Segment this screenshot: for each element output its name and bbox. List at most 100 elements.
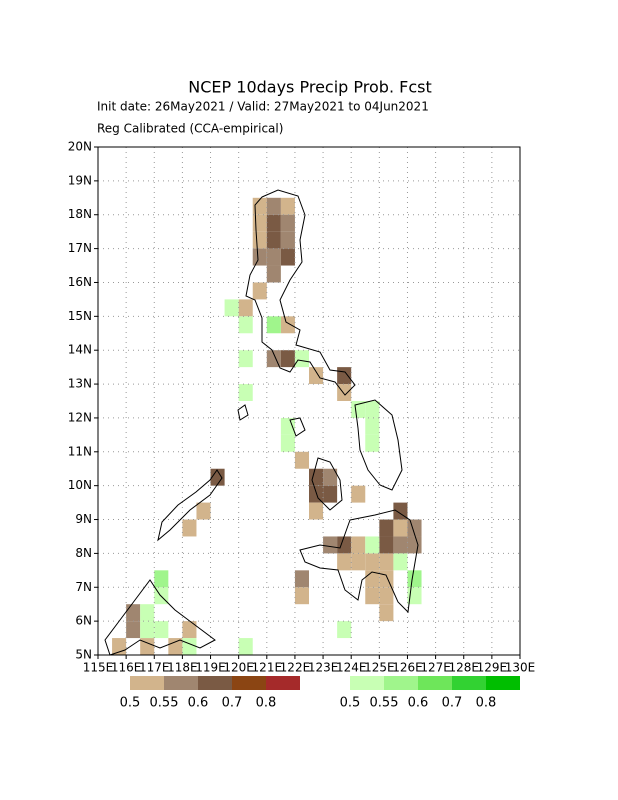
legend-label: 0.5 [120, 696, 141, 711]
dry-cell [393, 536, 408, 554]
legend-swatch [486, 676, 520, 690]
dry-cell [266, 248, 281, 266]
dry-cell [294, 587, 309, 605]
dry-cell [182, 519, 197, 537]
dry-cell [126, 604, 141, 622]
legend-swatch [384, 676, 418, 690]
legend-label: 0.6 [408, 696, 429, 711]
wet-cell [337, 621, 352, 639]
dry-cell [309, 485, 324, 503]
legend-swatch [164, 676, 198, 690]
legend-label: 0.8 [256, 696, 277, 711]
x-tick-label: 126E [392, 661, 423, 675]
x-tick-label: 130E [505, 661, 536, 675]
y-tick-label: 10N [68, 478, 92, 492]
wet-cell [294, 350, 309, 368]
chart-subtitle: Init date: 26May2021 / Valid: 27May2021 … [97, 100, 429, 114]
wet-cell [407, 570, 422, 588]
legend-label: 0.7 [442, 696, 463, 711]
y-tick-label: 15N [68, 309, 92, 323]
x-tick-label: 120E [223, 661, 254, 675]
y-tick-label: 13N [68, 377, 92, 391]
wet-cell [365, 434, 380, 452]
y-tick-label: 12N [68, 410, 92, 424]
y-tick-label: 16N [68, 275, 92, 289]
coastline [104, 189, 419, 656]
y-tick-label: 17N [68, 241, 92, 255]
dry-cell [309, 468, 324, 486]
y-tick-label: 14N [68, 343, 92, 357]
x-tick-label: 119E [195, 661, 226, 675]
dry-cell [337, 367, 352, 385]
wet-cell [365, 536, 380, 554]
legend-swatch [198, 676, 232, 690]
dry-cell [252, 197, 267, 215]
dry-cell [294, 451, 309, 469]
dry-cell [252, 214, 267, 232]
wet-cell [280, 417, 295, 435]
axes: 115E116E117E118E119E120E121E122E123E124E… [68, 140, 536, 675]
y-tick-label: 7N [75, 580, 92, 594]
dry-cell [337, 536, 352, 554]
wet-cell [280, 434, 295, 452]
x-tick-label: 127E [420, 661, 451, 675]
y-tick-label: 9N [75, 512, 92, 526]
dry-cell [309, 502, 324, 520]
legend-label: 0.8 [476, 696, 497, 711]
dry-cell [365, 553, 380, 571]
dry-cell [266, 265, 281, 283]
dry-cell [323, 485, 338, 503]
wet-cell [238, 316, 253, 334]
dry-cell [323, 468, 338, 486]
dry-cell [294, 570, 309, 588]
dry-cell [337, 384, 352, 401]
wet-cell [154, 621, 169, 639]
wet-cell [266, 316, 281, 334]
dry-cell [280, 248, 295, 266]
x-tick-label: 128E [448, 661, 479, 675]
dry-cell [379, 553, 394, 571]
dry-cell [266, 214, 281, 232]
legend-swatch [418, 676, 452, 690]
y-tick-label: 20N [68, 140, 92, 154]
dry-cell [393, 502, 408, 520]
x-tick-label: 123E [308, 661, 339, 675]
wet-cell [140, 604, 155, 622]
y-tick-label: 19N [68, 173, 92, 187]
wet-cell [238, 384, 253, 401]
legend-label: 0.6 [188, 696, 209, 711]
wet-cell [238, 350, 253, 368]
legend-swatch [350, 676, 384, 690]
wet-cell [154, 570, 169, 588]
y-tick-label: 5N [75, 648, 92, 662]
dry-cell [379, 587, 394, 605]
wet-cell [140, 621, 155, 639]
dry-cell [280, 197, 295, 215]
dry-cell [280, 231, 295, 249]
wet-cell [182, 638, 197, 655]
legend-swatch [130, 676, 164, 690]
dry-cell [252, 282, 267, 300]
dry-cell [280, 214, 295, 232]
y-tick-label: 8N [75, 546, 92, 560]
dry-cell [379, 604, 394, 622]
wet-cell [393, 553, 408, 571]
cell-layer [112, 197, 422, 655]
legend-swatch [266, 676, 300, 690]
legend-label: 0.55 [370, 696, 399, 711]
legend-swatch [232, 676, 266, 690]
x-tick-label: 118E [167, 661, 198, 675]
dry-cell [393, 519, 408, 537]
dry-cell [210, 468, 225, 486]
wet-cell [351, 401, 366, 418]
x-tick-label: 121E [252, 661, 283, 675]
wet-cell [238, 638, 253, 655]
legend-swatch [452, 676, 486, 690]
dry-cell [126, 621, 141, 639]
dry-cell [266, 231, 281, 249]
wet-cell [365, 417, 380, 435]
x-tick-label: 122E [280, 661, 311, 675]
legend-label: 0.5 [340, 696, 361, 711]
dry-cell [365, 587, 380, 605]
dry-cell [337, 553, 352, 571]
